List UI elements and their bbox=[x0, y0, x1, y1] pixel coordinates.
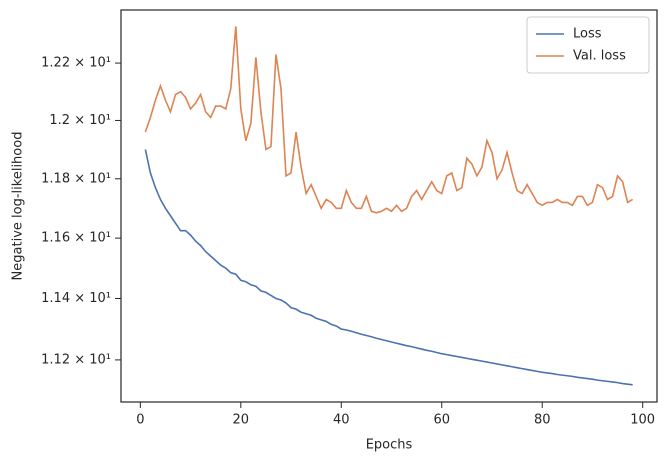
plot-frame bbox=[120, 9, 658, 403]
y-tick-label: 1.14 × 10¹ bbox=[41, 291, 111, 306]
y-axis-label: Negative log-likelihood bbox=[11, 132, 26, 281]
x-tick-label: 20 bbox=[233, 413, 250, 428]
y-tick-label: 1.2 × 10¹ bbox=[49, 113, 111, 128]
y-tick-label: 1.16 × 10¹ bbox=[41, 231, 111, 246]
legend-label: Loss bbox=[573, 27, 602, 42]
x-tick-label: 40 bbox=[333, 413, 350, 428]
legend-box bbox=[526, 16, 650, 74]
legend: Loss Val. loss bbox=[526, 16, 650, 74]
y-tick-label: 1.18 × 10¹ bbox=[41, 171, 111, 186]
line-series bbox=[144, 26, 634, 214]
x-tick-label: 100 bbox=[630, 413, 655, 428]
x-axis-label: Epochs bbox=[366, 438, 413, 453]
y-tick-label: 1.12 × 10¹ bbox=[41, 352, 111, 367]
y-tick-label: 1.22 × 10¹ bbox=[41, 56, 111, 71]
line-series bbox=[144, 149, 633, 386]
legend-label: Val. loss bbox=[573, 49, 626, 64]
x-tick-label: 0 bbox=[136, 413, 144, 428]
x-tick-label: 80 bbox=[534, 413, 551, 428]
x-tick-label: 60 bbox=[433, 413, 450, 428]
